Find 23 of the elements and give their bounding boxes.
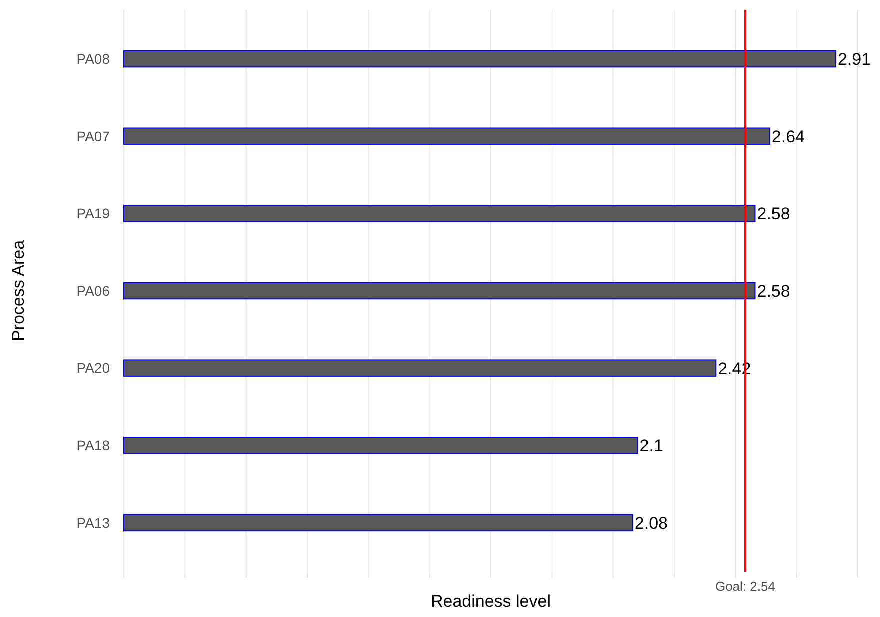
ref-line-label: Goal: 2.54 [715, 579, 776, 594]
data-label: 2.58 [757, 282, 790, 301]
data-label: 2.08 [634, 514, 668, 533]
bar [124, 50, 836, 68]
bar [124, 128, 770, 145]
data-label: 2.1 [640, 436, 664, 456]
x-axis-title: Readiness level [430, 592, 552, 611]
y-tick-label: PA20 [76, 360, 110, 376]
y-tick-label: PA08 [76, 50, 110, 67]
bar [124, 514, 634, 532]
bar [124, 205, 756, 222]
bar [124, 437, 638, 454]
y-tick-label: PA18 [76, 438, 110, 454]
y-tick-label: PA19 [76, 206, 110, 222]
y-tick-label: PA06 [76, 282, 110, 299]
data-label: 2.91 [838, 50, 872, 69]
bar [124, 360, 717, 377]
y-tick-label: PA07 [76, 128, 110, 144]
data-label: 2.58 [757, 204, 790, 224]
bar [124, 282, 756, 300]
y-tick-label: PA13 [76, 514, 110, 531]
data-label: 2.64 [772, 127, 806, 146]
y-axis-title: Process Area [9, 240, 28, 342]
